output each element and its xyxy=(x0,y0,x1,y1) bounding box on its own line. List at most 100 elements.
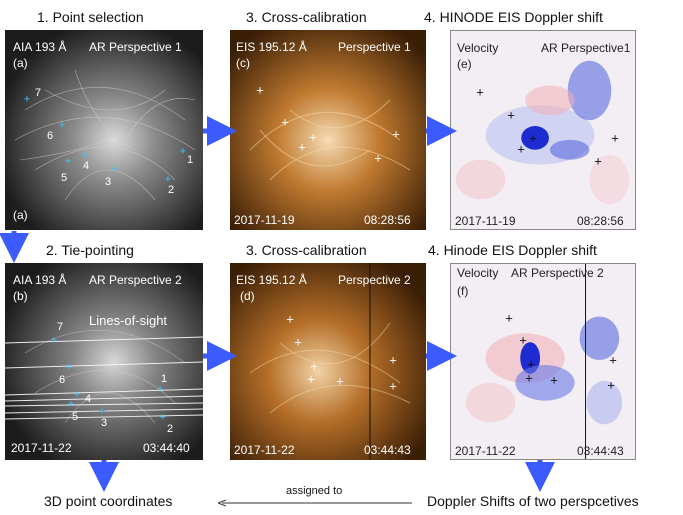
panel-e-label: Velocity xyxy=(457,41,499,55)
point-marker: + xyxy=(374,150,382,166)
point-marker: + xyxy=(505,310,513,326)
point-marker: + xyxy=(256,82,264,98)
point-marker: + xyxy=(517,141,525,157)
panel-f-label: Velocity xyxy=(457,266,499,280)
panel-d-instrument: EIS 195.12 Å xyxy=(236,273,307,287)
point-marker: + xyxy=(310,358,318,374)
point-label-1: 1 xyxy=(187,154,194,166)
panel-c-letter: (c) xyxy=(236,56,250,70)
label-assigned-to: assigned to xyxy=(286,485,343,497)
panel-b-letter: (b) xyxy=(13,289,28,303)
point-marker: + xyxy=(392,126,400,142)
panel-b-time: 03:44:40 xyxy=(143,441,190,455)
panel-e-letter: (e) xyxy=(457,57,472,71)
panel-f-image xyxy=(451,264,635,459)
lines-of-sight xyxy=(5,336,203,420)
panel-c-eis-perspective1: EIS 195.12 Å Perspective 1 (c) 2017-11-1… xyxy=(230,30,426,230)
panel-c-date: 2017-11-19 xyxy=(234,213,295,227)
panel-c-time: 08:28:56 xyxy=(364,213,411,227)
panel-b-perspective: AR Perspective 2 xyxy=(89,273,182,287)
panel-d-date: 2017-11-22 xyxy=(234,443,295,457)
panel-f-date: 2017-11-22 xyxy=(455,444,516,458)
lines-of-sight-label: Lines-of-sight xyxy=(89,313,168,328)
point-marker: + xyxy=(607,377,615,393)
step4-title-bottom: 4. Hinode EIS Doppler shift xyxy=(428,242,597,258)
point-label-4: 4 xyxy=(83,160,90,172)
panel-e-perspective: AR Perspective1 xyxy=(541,41,631,55)
point-label-5: 5 xyxy=(72,411,79,423)
step4-title-top: 4. HINODE EIS Doppler shift xyxy=(424,9,603,25)
point-marker: + xyxy=(609,352,617,368)
panel-d-letter: (d) xyxy=(240,289,255,303)
point-marker: + xyxy=(389,352,397,368)
point-marker: + xyxy=(73,388,81,401)
point-label-6: 6 xyxy=(59,374,66,386)
panel-d-image xyxy=(230,263,426,460)
panel-d-perspective: Perspective 2 xyxy=(338,273,411,287)
point-marker: + xyxy=(65,361,73,374)
point-marker: + xyxy=(286,311,294,327)
panel-f-letter: (f) xyxy=(457,284,469,298)
label-3d-point-coordinates: 3D point coordinates xyxy=(44,493,173,509)
point-label-7: 7 xyxy=(35,87,42,99)
panel-a-perspective: AR Perspective 1 xyxy=(89,40,182,54)
panel-a-instrument: AIA 193 Å xyxy=(13,40,67,54)
panel-e-doppler-perspective1: Velocity AR Perspective1 (e) 2017-11-19 … xyxy=(450,30,636,230)
point-marker: + xyxy=(159,411,167,424)
point-label-3: 3 xyxy=(105,176,112,188)
panel-a-letter-bottom: (a) xyxy=(13,208,28,222)
point-marker: + xyxy=(594,153,602,169)
point-marker: + xyxy=(307,371,315,387)
point-marker: + xyxy=(527,356,535,372)
panel-c-image xyxy=(230,30,426,230)
point-label-4: 4 xyxy=(85,393,92,405)
point-marker: + xyxy=(67,398,75,411)
point-marker: + xyxy=(156,383,164,396)
step3-title-bottom: 3. Cross-calibration xyxy=(246,242,367,258)
point-marker: + xyxy=(519,332,527,348)
point-marker: + xyxy=(529,130,537,146)
point-marker: + xyxy=(50,334,58,347)
panel-c-perspective: Perspective 1 xyxy=(338,40,411,54)
point-marker: + xyxy=(23,93,31,106)
point-marker: + xyxy=(58,119,66,132)
point-label-7: 7 xyxy=(57,321,64,333)
panel-c-instrument: EIS 195.12 Å xyxy=(236,40,307,54)
point-label-6: 6 xyxy=(47,130,54,142)
point-marker: + xyxy=(525,370,533,386)
point-marker: + xyxy=(164,173,172,186)
point-marker: + xyxy=(389,378,397,394)
point-marker: + xyxy=(507,107,515,123)
point-marker: + xyxy=(179,145,187,158)
point-marker: + xyxy=(111,163,119,176)
point-label-1: 1 xyxy=(161,373,168,385)
panel-b-instrument: AIA 193 Å xyxy=(13,273,67,287)
point-marker: + xyxy=(336,373,344,389)
label-doppler-shifts: Doppler Shifts of two perspcetives xyxy=(427,493,639,509)
point-label-2: 2 xyxy=(168,184,175,196)
panel-b-date: 2017-11-22 xyxy=(11,441,72,455)
point-label-5: 5 xyxy=(61,172,68,184)
panel-f-perspective: AR Perspective 2 xyxy=(511,266,604,280)
panel-e-date: 2017-11-19 xyxy=(455,214,516,228)
point-marker: + xyxy=(64,155,72,168)
point-marker: + xyxy=(476,84,484,100)
point-marker: + xyxy=(81,149,89,162)
step3-title-top: 3. Cross-calibration xyxy=(246,9,367,25)
step2-title: 2. Tie-pointing xyxy=(46,242,134,258)
panel-f-time: 03:44:43 xyxy=(577,444,624,458)
panel-b-image xyxy=(5,263,203,460)
panel-d-time: 03:44:43 xyxy=(364,443,411,457)
panel-a-image xyxy=(5,30,203,230)
panel-f-doppler-perspective2: Velocity AR Perspective 2 (f) 2017-11-22… xyxy=(450,263,636,460)
panel-e-image xyxy=(451,31,635,229)
point-marker: + xyxy=(98,405,106,418)
panel-d-eis-perspective2: EIS 195.12 Å Perspective 2 (d) 2017-11-2… xyxy=(230,263,426,460)
point-marker: + xyxy=(294,334,302,350)
point-label-3: 3 xyxy=(101,417,108,429)
point-marker: + xyxy=(611,130,619,146)
panel-b-aia-perspective2: AIA 193 Å AR Perspective 2 (b) Lines-of-… xyxy=(5,263,203,460)
panel-a-letter: (a) xyxy=(13,56,28,70)
panel-a-aia-perspective1: AIA 193 Å AR Perspective 1 (a) (a) + 7 +… xyxy=(5,30,203,230)
panel-e-time: 08:28:56 xyxy=(577,214,624,228)
